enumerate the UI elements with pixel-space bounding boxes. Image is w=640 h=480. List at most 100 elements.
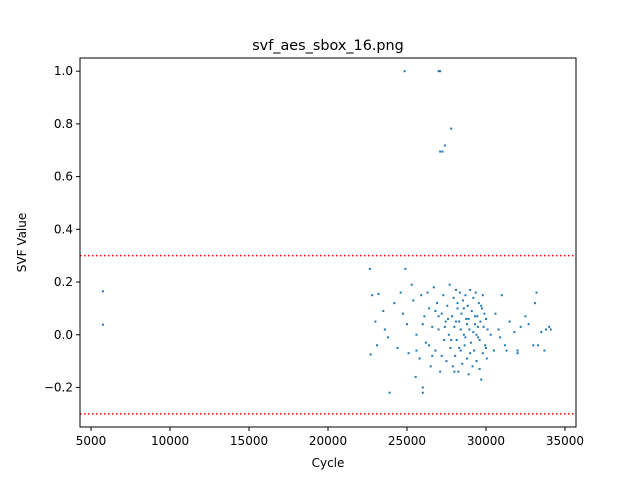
data-point-1 xyxy=(101,323,104,326)
data-point-96 xyxy=(484,344,487,347)
data-point-151 xyxy=(499,336,502,339)
data-point-89 xyxy=(478,368,481,371)
data-point-114 xyxy=(472,331,475,334)
data-point-75 xyxy=(467,373,470,376)
data-point-4 xyxy=(439,70,442,73)
data-point-38 xyxy=(429,365,432,368)
data-point-69 xyxy=(462,333,465,336)
data-point-19 xyxy=(374,320,377,323)
data-point-18 xyxy=(382,310,385,313)
data-point-140 xyxy=(540,331,543,334)
data-point-113 xyxy=(466,323,469,326)
threshold-lines xyxy=(80,254,576,415)
data-point-71 xyxy=(464,294,467,297)
data-point-48 xyxy=(444,320,447,323)
data-point-26 xyxy=(402,312,405,315)
data-point-8 xyxy=(441,150,444,153)
data-point-136 xyxy=(527,323,530,326)
data-point-90 xyxy=(479,320,482,323)
data-point-31 xyxy=(415,333,418,336)
data-point-94 xyxy=(482,325,485,328)
data-point-117 xyxy=(454,320,457,323)
data-point-107 xyxy=(440,354,443,357)
data-point-142 xyxy=(544,328,547,331)
data-point-39 xyxy=(431,325,434,328)
data-point-74 xyxy=(466,304,469,307)
data-point-28 xyxy=(407,352,410,355)
data-point-63 xyxy=(458,320,461,323)
x-tick-label: 20000 xyxy=(309,434,347,448)
data-point-139 xyxy=(537,344,540,347)
data-point-125 xyxy=(477,325,480,328)
x-tick-label: 30000 xyxy=(467,434,505,448)
data-point-34 xyxy=(423,315,426,318)
data-point-98 xyxy=(485,357,488,360)
data-point-2 xyxy=(403,70,406,73)
data-point-106 xyxy=(447,317,450,320)
data-point-112 xyxy=(459,328,462,331)
y-tick-label: 0.2 xyxy=(54,275,73,289)
data-point-130 xyxy=(503,344,506,347)
data-point-15 xyxy=(414,375,417,378)
data-point-81 xyxy=(472,296,475,299)
data-point-85 xyxy=(475,360,478,363)
y-tick-label: −0.2 xyxy=(44,380,73,394)
data-point-123 xyxy=(458,346,461,349)
data-point-126 xyxy=(484,346,487,349)
data-point-95 xyxy=(483,312,486,315)
data-point-93 xyxy=(481,352,484,355)
y-tick-label: 0.4 xyxy=(54,222,73,236)
x-tick-label: 5000 xyxy=(76,434,107,448)
y-tick-label: 1.0 xyxy=(54,64,73,78)
data-point-23 xyxy=(393,302,396,305)
data-point-109 xyxy=(428,344,431,347)
data-point-133 xyxy=(516,349,519,352)
data-point-103 xyxy=(469,352,472,355)
data-point-100 xyxy=(453,370,456,373)
data-point-43 xyxy=(437,328,440,331)
data-point-62 xyxy=(457,370,460,373)
x-tick-label: 15000 xyxy=(230,434,268,448)
data-point-17 xyxy=(377,292,380,295)
data-point-16 xyxy=(371,294,374,297)
data-point-24 xyxy=(396,346,399,349)
data-point-77 xyxy=(469,288,472,291)
data-point-11 xyxy=(369,353,372,356)
data-point-46 xyxy=(442,294,445,297)
data-point-115 xyxy=(478,339,481,342)
data-point-135 xyxy=(524,315,527,318)
data-point-60 xyxy=(455,339,458,342)
data-point-32 xyxy=(418,357,421,360)
data-point-104 xyxy=(475,333,478,336)
data-point-50 xyxy=(446,304,449,307)
data-point-51 xyxy=(447,333,450,336)
data-point-9 xyxy=(368,267,371,270)
data-point-35 xyxy=(424,341,427,344)
data-point-55 xyxy=(451,365,454,368)
data-point-3 xyxy=(437,70,440,73)
data-point-144 xyxy=(549,328,552,331)
data-point-146 xyxy=(516,352,519,355)
data-point-22 xyxy=(387,336,390,339)
data-point-73 xyxy=(466,357,469,360)
data-point-92 xyxy=(481,307,484,310)
data-point-138 xyxy=(535,291,538,294)
data-points xyxy=(101,70,552,394)
x-tick-label: 25000 xyxy=(388,434,426,448)
data-point-143 xyxy=(548,325,551,328)
data-point-134 xyxy=(519,325,522,328)
data-point-14 xyxy=(421,391,424,394)
data-point-118 xyxy=(464,336,467,339)
data-point-13 xyxy=(421,386,424,389)
data-point-131 xyxy=(508,320,511,323)
data-point-42 xyxy=(435,302,438,305)
data-point-110 xyxy=(421,323,424,326)
data-point-137 xyxy=(532,344,535,347)
data-point-40 xyxy=(432,286,435,289)
data-point-78 xyxy=(469,341,472,344)
data-point-61 xyxy=(456,307,459,310)
data-point-29 xyxy=(410,283,413,286)
data-point-72 xyxy=(465,317,468,320)
data-point-79 xyxy=(470,310,473,313)
